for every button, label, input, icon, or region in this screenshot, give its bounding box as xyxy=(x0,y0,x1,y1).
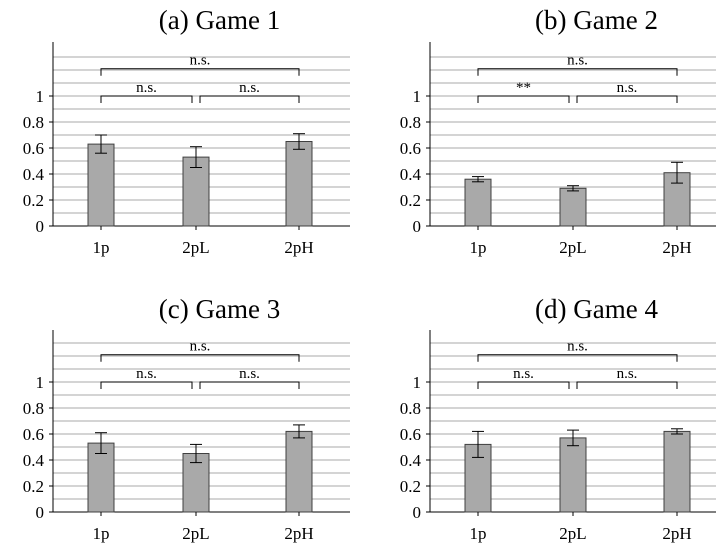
x-tick-label: 2pH xyxy=(662,524,691,543)
y-tick-label: 0.8 xyxy=(400,399,421,418)
y-tick-label: 0.8 xyxy=(23,399,44,418)
y-tick-label: 0.6 xyxy=(400,139,421,158)
significance-label: n.s. xyxy=(617,80,638,96)
chart-panel-1: (a) Game 1 0 0.2 0.4 0.6 0.8 1 1p 2pL 2pH n.s. n.s.… xyxy=(23,5,350,257)
x-tick-label: 1p xyxy=(93,524,110,543)
error-bar-2pH xyxy=(293,133,305,150)
chart-panel-4: (d) Game 4 0 0.2 0.4 0.6 0.8 1 1p 2pL 2pH n.s. n.s.… xyxy=(400,294,716,543)
chart-panel-3: (c) Game 3 0 0.2 0.4 0.6 0.8 1 1p 2pL 2pH n.s. n.s.… xyxy=(23,294,350,543)
x-tick-label: 2pL xyxy=(182,238,209,257)
bar-2pH xyxy=(663,430,691,513)
error-bar-1p xyxy=(95,134,107,154)
x-tick-label: 1p xyxy=(93,238,110,257)
x-tick-label: 2pL xyxy=(559,524,586,543)
significance-bracket: n.s. xyxy=(477,339,678,362)
significance-label: n.s. xyxy=(239,80,260,96)
y-tick-label: 1 xyxy=(36,87,45,106)
significance-bracket: n.s. xyxy=(100,80,193,103)
significance-bracket: n.s. xyxy=(576,366,678,389)
error-bar-1p xyxy=(95,432,107,454)
significance-label: n.s. xyxy=(136,80,157,96)
significance-label: n.s. xyxy=(190,53,211,69)
significance-label: n.s. xyxy=(567,53,588,69)
chart-panel-2: (b) Game 2 0 0.2 0.4 0.6 0.8 1 1p 2pL 2pH ** n.s. n.… xyxy=(400,5,716,257)
bar-2pH xyxy=(285,141,313,227)
significance-bracket: n.s. xyxy=(199,366,300,389)
bar-1p xyxy=(464,178,492,227)
significance-label: n.s. xyxy=(617,366,638,382)
error-bar-2pL xyxy=(567,185,579,192)
significance-bracket: n.s. xyxy=(477,53,678,76)
x-tick-label: 1p xyxy=(470,524,487,543)
y-tick-label: 0.6 xyxy=(400,425,421,444)
error-bar-1p xyxy=(472,430,484,458)
bar-2pL xyxy=(559,437,587,513)
error-bar-2pL xyxy=(567,429,579,447)
chart-title: (d) Game 4 xyxy=(535,294,658,324)
error-bar-2pH xyxy=(671,161,683,184)
significance-bracket: n.s. xyxy=(199,80,300,103)
significance-label: n.s. xyxy=(239,366,260,382)
y-tick-label: 0.4 xyxy=(23,165,45,184)
error-bar-2pH xyxy=(671,428,683,435)
x-tick-label: 1p xyxy=(470,238,487,257)
y-tick-label: 0.4 xyxy=(400,451,422,470)
significance-label: n.s. xyxy=(513,366,534,382)
bar-2pH xyxy=(285,430,313,513)
y-tick-label: 0 xyxy=(36,217,45,236)
significance-label: n.s. xyxy=(190,339,211,355)
y-tick-label: 0 xyxy=(413,217,422,236)
y-tick-label: 0.6 xyxy=(23,425,44,444)
y-tick-label: 1 xyxy=(36,373,45,392)
y-tick-label: 0 xyxy=(413,503,422,522)
y-tick-label: 0.8 xyxy=(23,113,44,132)
y-tick-label: 0.4 xyxy=(23,451,45,470)
error-bar-2pH xyxy=(293,424,305,439)
y-tick-label: 0.2 xyxy=(400,477,421,496)
y-tick-label: 0.2 xyxy=(23,191,44,210)
error-bar-2pL xyxy=(190,146,202,168)
significance-bracket: n.s. xyxy=(100,339,300,362)
significance-label: n.s. xyxy=(567,339,588,355)
y-tick-label: 0.6 xyxy=(23,139,44,158)
significance-bracket: n.s. xyxy=(100,366,193,389)
significance-bracket: n.s. xyxy=(477,366,570,389)
y-tick-label: 1 xyxy=(413,373,422,392)
chart-title: (c) Game 3 xyxy=(159,294,280,324)
bar-1p xyxy=(87,442,115,513)
significance-label: ** xyxy=(516,80,531,96)
x-tick-label: 2pH xyxy=(284,238,313,257)
x-tick-label: 2pH xyxy=(284,524,313,543)
bar-2pL xyxy=(182,453,210,513)
y-tick-label: 0.2 xyxy=(400,191,421,210)
y-tick-label: 0 xyxy=(36,503,45,522)
x-tick-label: 2pH xyxy=(662,238,691,257)
error-bar-1p xyxy=(472,176,484,183)
significance-bracket: n.s. xyxy=(576,80,678,103)
y-tick-label: 1 xyxy=(413,87,422,106)
bar-1p xyxy=(87,143,115,227)
bar-2pL xyxy=(559,187,587,227)
x-tick-label: 2pL xyxy=(559,238,586,257)
y-tick-label: 0.8 xyxy=(400,113,421,132)
x-tick-label: 2pL xyxy=(182,524,209,543)
y-tick-label: 0.4 xyxy=(400,165,422,184)
significance-bracket: n.s. xyxy=(100,53,300,76)
significance-label: n.s. xyxy=(136,366,157,382)
chart-title: (a) Game 1 xyxy=(159,5,280,35)
chart-title: (b) Game 2 xyxy=(535,5,658,35)
error-bar-2pL xyxy=(190,443,202,464)
significance-bracket: ** xyxy=(477,80,570,103)
y-tick-label: 0.2 xyxy=(23,477,44,496)
